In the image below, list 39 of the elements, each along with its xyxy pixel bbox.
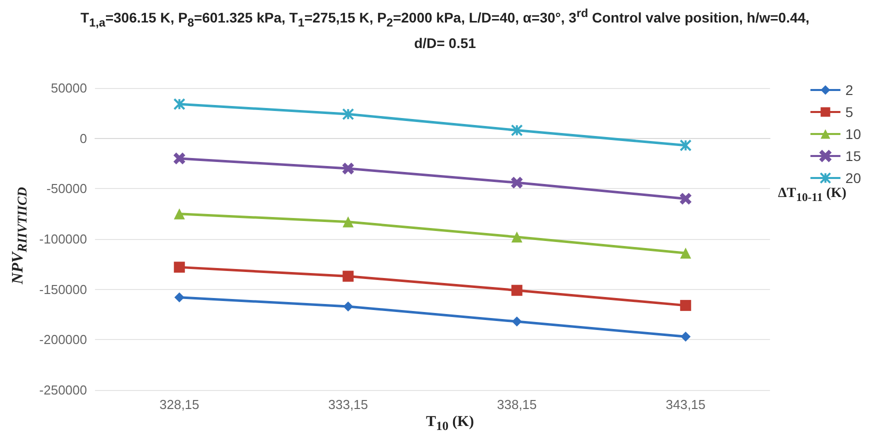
point <box>342 270 354 282</box>
point <box>680 300 692 311</box>
x-tick-label: 333,15 <box>328 397 368 412</box>
point <box>174 152 185 164</box>
point <box>342 108 354 120</box>
point <box>173 98 186 110</box>
x-tick-label: 328,15 <box>159 397 200 412</box>
y-tick-label: 0 <box>80 130 87 146</box>
point <box>342 216 354 228</box>
legend-title: ΔT$_{10-11}$ (K) <box>778 186 846 204</box>
y-tick-label: -150000 <box>39 282 87 297</box>
y-tick-label: -50000 <box>46 181 87 196</box>
point <box>174 208 185 220</box>
point <box>511 231 522 242</box>
point <box>680 193 692 204</box>
point <box>680 332 691 342</box>
point <box>512 316 522 327</box>
x-axis-title: T$_{10}$ (K) <box>425 414 475 434</box>
legend-label: 10 <box>845 126 862 142</box>
x-tick-label: 338,15 <box>496 397 537 412</box>
chart-title: T$_{1,a}$=306.15 K, P$_{8}$=601.325 kPa, T$_{1}$=275,15 K, P$_{2}$=2000 kPa, L/D=40, α=30°, 3$^{rd}$ Control valve position, h/w=0.44, d/D= 0.51 <box>80 7 810 52</box>
point <box>510 124 523 136</box>
legend-label: 20 <box>845 170 862 186</box>
y-tick-label: 50000 <box>50 80 87 96</box>
point <box>680 248 692 259</box>
point <box>342 163 354 174</box>
point <box>174 262 185 273</box>
y-tick-label: -200000 <box>39 332 87 348</box>
y-tick-label: -100000 <box>39 232 87 246</box>
point <box>343 301 354 312</box>
legend-label: 5 <box>845 104 854 120</box>
x-tick-label: 343,15 <box>666 397 706 412</box>
legend-label: 2 <box>845 82 854 98</box>
point <box>511 177 522 188</box>
legend-label: 15 <box>845 148 862 164</box>
point <box>680 139 692 152</box>
y-tick-label: -250000 <box>39 382 87 398</box>
point <box>174 292 184 302</box>
point <box>511 284 522 296</box>
